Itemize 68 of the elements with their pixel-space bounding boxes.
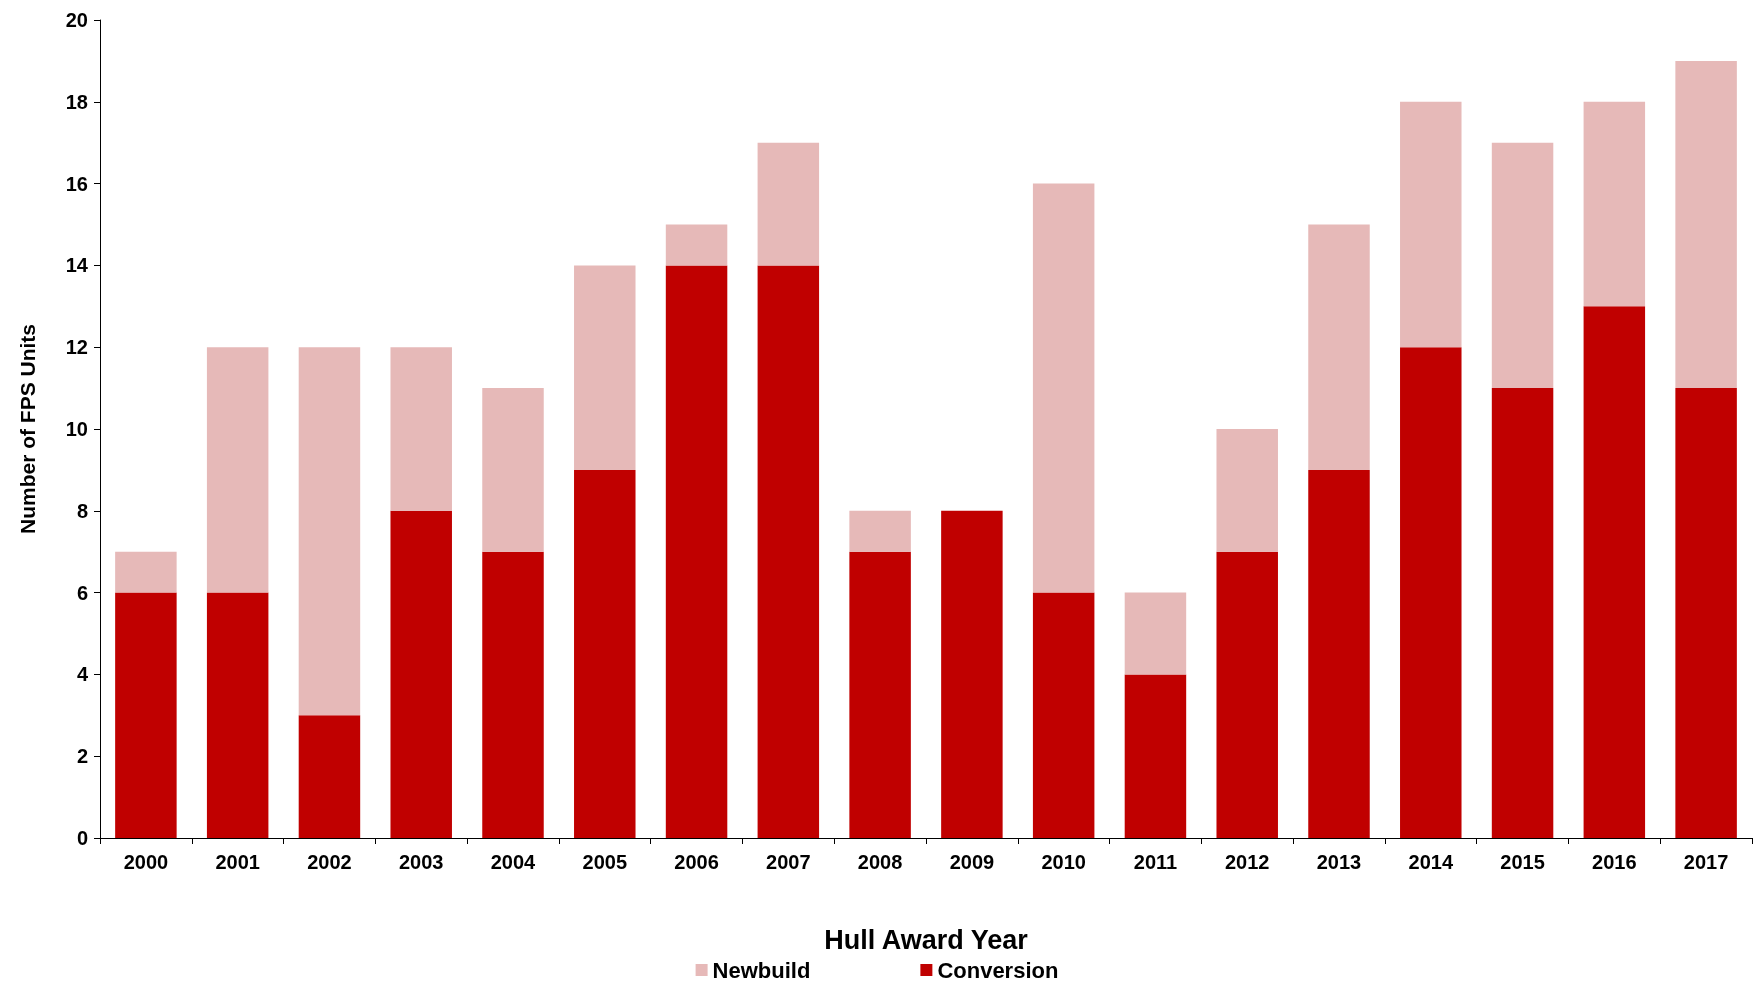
y-axis-title: Number of FPS Units xyxy=(16,323,39,535)
bar xyxy=(1400,347,1462,838)
x-tick-label: 2001 xyxy=(215,851,260,873)
bar xyxy=(482,388,544,552)
bar xyxy=(1675,60,1737,389)
y-tick-label: 2 xyxy=(76,745,88,768)
y-tick-label: 12 xyxy=(65,336,88,359)
x-tick-label: 2008 xyxy=(857,851,903,873)
y-tick-label: 16 xyxy=(65,172,88,195)
bar xyxy=(1491,388,1554,838)
bar xyxy=(941,510,1003,838)
bar xyxy=(849,510,911,552)
x-tick-label: 2002 xyxy=(307,851,352,873)
x-tick-label: 2007 xyxy=(766,851,811,873)
x-tick-label: 2000 xyxy=(123,851,169,873)
bar xyxy=(849,551,911,838)
y-tick-label: 0 xyxy=(76,827,88,849)
bar xyxy=(757,142,820,266)
bar xyxy=(1216,429,1278,552)
bar xyxy=(1124,674,1187,838)
bar xyxy=(1583,101,1646,307)
x-tick-label: 2012 xyxy=(1224,851,1270,873)
y-tick-label: 8 xyxy=(76,499,88,522)
legend-label: Conversion xyxy=(937,957,1059,983)
bar xyxy=(1308,469,1370,838)
y-tick-label: 20 xyxy=(65,9,88,31)
x-axis-title: Hull Award Year xyxy=(824,924,1029,955)
bar xyxy=(1675,388,1737,838)
bar xyxy=(115,592,177,838)
x-tick-label: 2015 xyxy=(1500,851,1545,873)
y-tick-label: 6 xyxy=(76,581,88,604)
bar xyxy=(1032,183,1095,593)
bar xyxy=(206,347,269,593)
y-tick-label: 14 xyxy=(65,254,89,277)
bar xyxy=(1124,592,1187,675)
bar xyxy=(1216,551,1278,838)
bar xyxy=(1583,306,1646,838)
x-tick-label: 2004 xyxy=(490,851,537,873)
x-tick-label: 2014 xyxy=(1408,851,1454,873)
bar xyxy=(1400,101,1462,348)
legend-label: Newbuild xyxy=(712,957,811,983)
bar xyxy=(390,347,452,511)
bar xyxy=(574,265,636,470)
x-tick-label: 2011 xyxy=(1133,851,1178,873)
bar xyxy=(757,265,820,838)
bar xyxy=(298,715,361,838)
bar xyxy=(482,551,544,838)
x-tick-label: 2006 xyxy=(674,851,719,873)
bar xyxy=(1491,142,1554,389)
x-tick-label: 2005 xyxy=(582,851,628,873)
bar xyxy=(665,265,728,838)
bar xyxy=(390,510,452,838)
x-tick-label: 2010 xyxy=(1041,851,1086,873)
bar xyxy=(574,469,636,838)
bar xyxy=(206,592,269,838)
x-tick-label: 2003 xyxy=(398,851,444,873)
bar xyxy=(298,347,361,716)
x-tick-label: 2013 xyxy=(1316,851,1362,873)
y-tick-label: 10 xyxy=(65,418,88,440)
y-tick-label: 4 xyxy=(76,663,89,686)
bar xyxy=(1308,224,1370,470)
x-tick-label: 2016 xyxy=(1592,851,1637,873)
bar xyxy=(665,224,728,266)
x-tick-label: 2009 xyxy=(949,851,995,873)
x-tick-label: 2017 xyxy=(1683,851,1729,873)
y-tick-label: 18 xyxy=(65,90,88,113)
bar xyxy=(115,551,177,593)
bar xyxy=(1032,592,1095,838)
